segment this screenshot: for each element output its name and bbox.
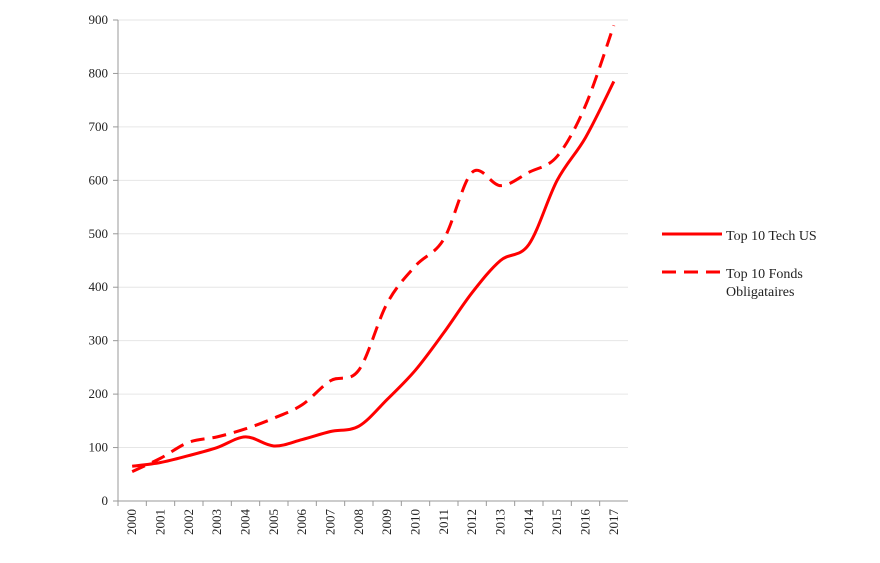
legend-item: Top 10 Fonds Obligataires xyxy=(660,266,860,302)
x-tick-label: 2015 xyxy=(549,509,564,535)
y-tick-label: 600 xyxy=(89,172,109,187)
legend-label: Top 10 Fonds Obligataires xyxy=(726,267,803,300)
legend-swatch xyxy=(662,270,722,274)
line-series xyxy=(131,80,616,468)
legend-item: Top 10 Tech US xyxy=(660,228,860,246)
x-tick-label: 2010 xyxy=(408,509,423,535)
x-tick-label: 2001 xyxy=(153,509,168,535)
x-tick-label: 2009 xyxy=(379,509,394,535)
x-tick-label: 2012 xyxy=(464,509,479,535)
x-tick-label: 2016 xyxy=(578,509,593,536)
x-tick-label: 2003 xyxy=(209,509,224,535)
y-tick-label: 500 xyxy=(89,226,109,241)
x-tick-label: 2000 xyxy=(124,509,139,535)
x-tick-label: 2011 xyxy=(436,509,451,535)
x-tick-label: 2006 xyxy=(294,509,309,536)
legend-swatch xyxy=(662,232,722,236)
x-tick-label: 2004 xyxy=(238,509,253,536)
y-tick-label: 900 xyxy=(89,12,109,27)
x-tick-label: 2017 xyxy=(606,509,621,536)
legend: Top 10 Tech US Top 10 Fonds Obligataires xyxy=(660,228,860,322)
x-tick-label: 2007 xyxy=(323,509,338,536)
legend-label: Top 10 Tech US xyxy=(726,229,817,244)
y-tick-label: 200 xyxy=(89,386,109,401)
x-tick-label: 2014 xyxy=(521,509,536,536)
x-tick-label: 2005 xyxy=(266,509,281,535)
y-tick-label: 0 xyxy=(102,493,109,508)
y-tick-label: 700 xyxy=(89,119,109,134)
y-tick-label: 400 xyxy=(89,279,109,294)
x-tick-label: 2013 xyxy=(493,509,508,535)
line-series xyxy=(131,24,616,473)
y-tick-label: 300 xyxy=(89,333,109,348)
x-tick-label: 2008 xyxy=(351,509,366,535)
y-tick-label: 800 xyxy=(89,65,109,80)
x-tick-label: 2002 xyxy=(181,509,196,535)
y-tick-label: 100 xyxy=(89,440,109,455)
